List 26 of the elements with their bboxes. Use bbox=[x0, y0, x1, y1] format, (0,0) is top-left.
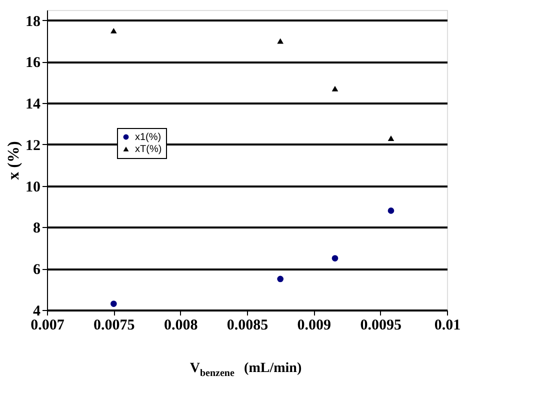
x-tick-label: 0.0085 bbox=[226, 318, 268, 334]
y-tick-label: 12 bbox=[26, 138, 40, 154]
point bbox=[277, 276, 284, 282]
x-tick-label: 0.009 bbox=[297, 318, 332, 334]
x-tick-label: 0.0095 bbox=[360, 318, 402, 334]
legend-label: x1(%) bbox=[135, 132, 162, 143]
point bbox=[277, 38, 284, 44]
y-tick-label: 4 bbox=[33, 304, 41, 320]
y-axis-title: x (%) bbox=[6, 141, 22, 180]
x-tick-label: 0.007 bbox=[30, 318, 65, 334]
point bbox=[110, 28, 117, 34]
point bbox=[388, 208, 394, 214]
point bbox=[388, 136, 394, 142]
y-tick-label: 14 bbox=[26, 96, 41, 113]
y-tick-label: 6 bbox=[33, 262, 41, 278]
point bbox=[110, 300, 117, 307]
x-tick-label: 0.008 bbox=[164, 318, 198, 334]
legend-label: xT(%) bbox=[135, 144, 162, 155]
point bbox=[332, 86, 338, 92]
x-tick-label: 0.01 bbox=[434, 318, 461, 334]
y-tick-label: 16 bbox=[26, 55, 41, 72]
x-tick-label: 0.0075 bbox=[94, 318, 135, 334]
point bbox=[332, 255, 338, 262]
y-tick-label: 10 bbox=[26, 179, 40, 196]
y-tick-label: 18 bbox=[26, 14, 40, 30]
y-tick-label: 8 bbox=[33, 220, 40, 237]
